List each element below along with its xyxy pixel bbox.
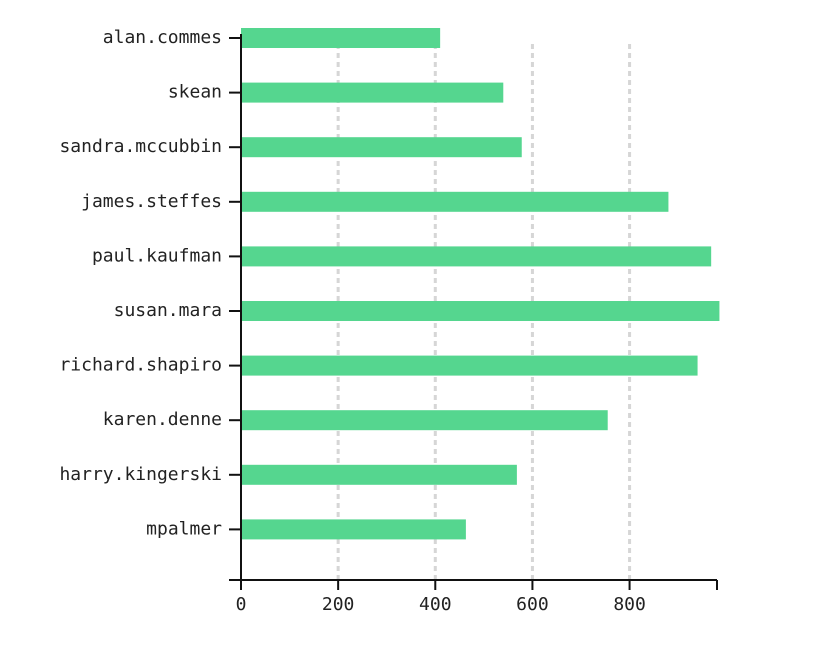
x-tick-label: 200	[322, 594, 355, 615]
x-tick-label: 800	[613, 594, 646, 615]
y-tick-label: susan.mara	[114, 300, 222, 321]
bar-mpalmer	[241, 519, 466, 540]
y-tick-label: karen.denne	[103, 409, 222, 430]
bar-alan.commes	[241, 28, 441, 48]
y-tick-label: richard.shapiro	[59, 355, 222, 376]
bar-skean	[241, 82, 504, 103]
y-tick-label: alan.commes	[103, 27, 222, 48]
y-axis: alan.commes skean sandra.mccubbin james.ste…	[59, 27, 242, 581]
y-tick-label: skean	[168, 82, 222, 103]
x-axis: 0 200 400 600 800	[229, 579, 718, 615]
y-tick-label: harry.kingerski	[59, 464, 222, 485]
y-tick-label: paul.kaufman	[92, 245, 222, 266]
x-tick-label: 0	[236, 594, 247, 615]
bar-susan.mara	[241, 301, 720, 321]
y-tick-label: mpalmer	[146, 518, 222, 539]
bar-richard.shapiro	[241, 355, 698, 376]
bar-paul.kaufman	[241, 246, 712, 267]
bar-james.steffes	[241, 191, 669, 212]
bars	[241, 28, 720, 540]
x-tick-label: 600	[516, 594, 549, 615]
bar-karen.denne	[241, 410, 608, 431]
y-tick-label: james.steffes	[81, 191, 222, 212]
x-tick-label: 400	[419, 594, 452, 615]
bar-harry.kingerski	[241, 464, 517, 485]
bar-sandra.mccubbin	[241, 137, 522, 158]
y-tick-label: sandra.mccubbin	[59, 136, 222, 157]
